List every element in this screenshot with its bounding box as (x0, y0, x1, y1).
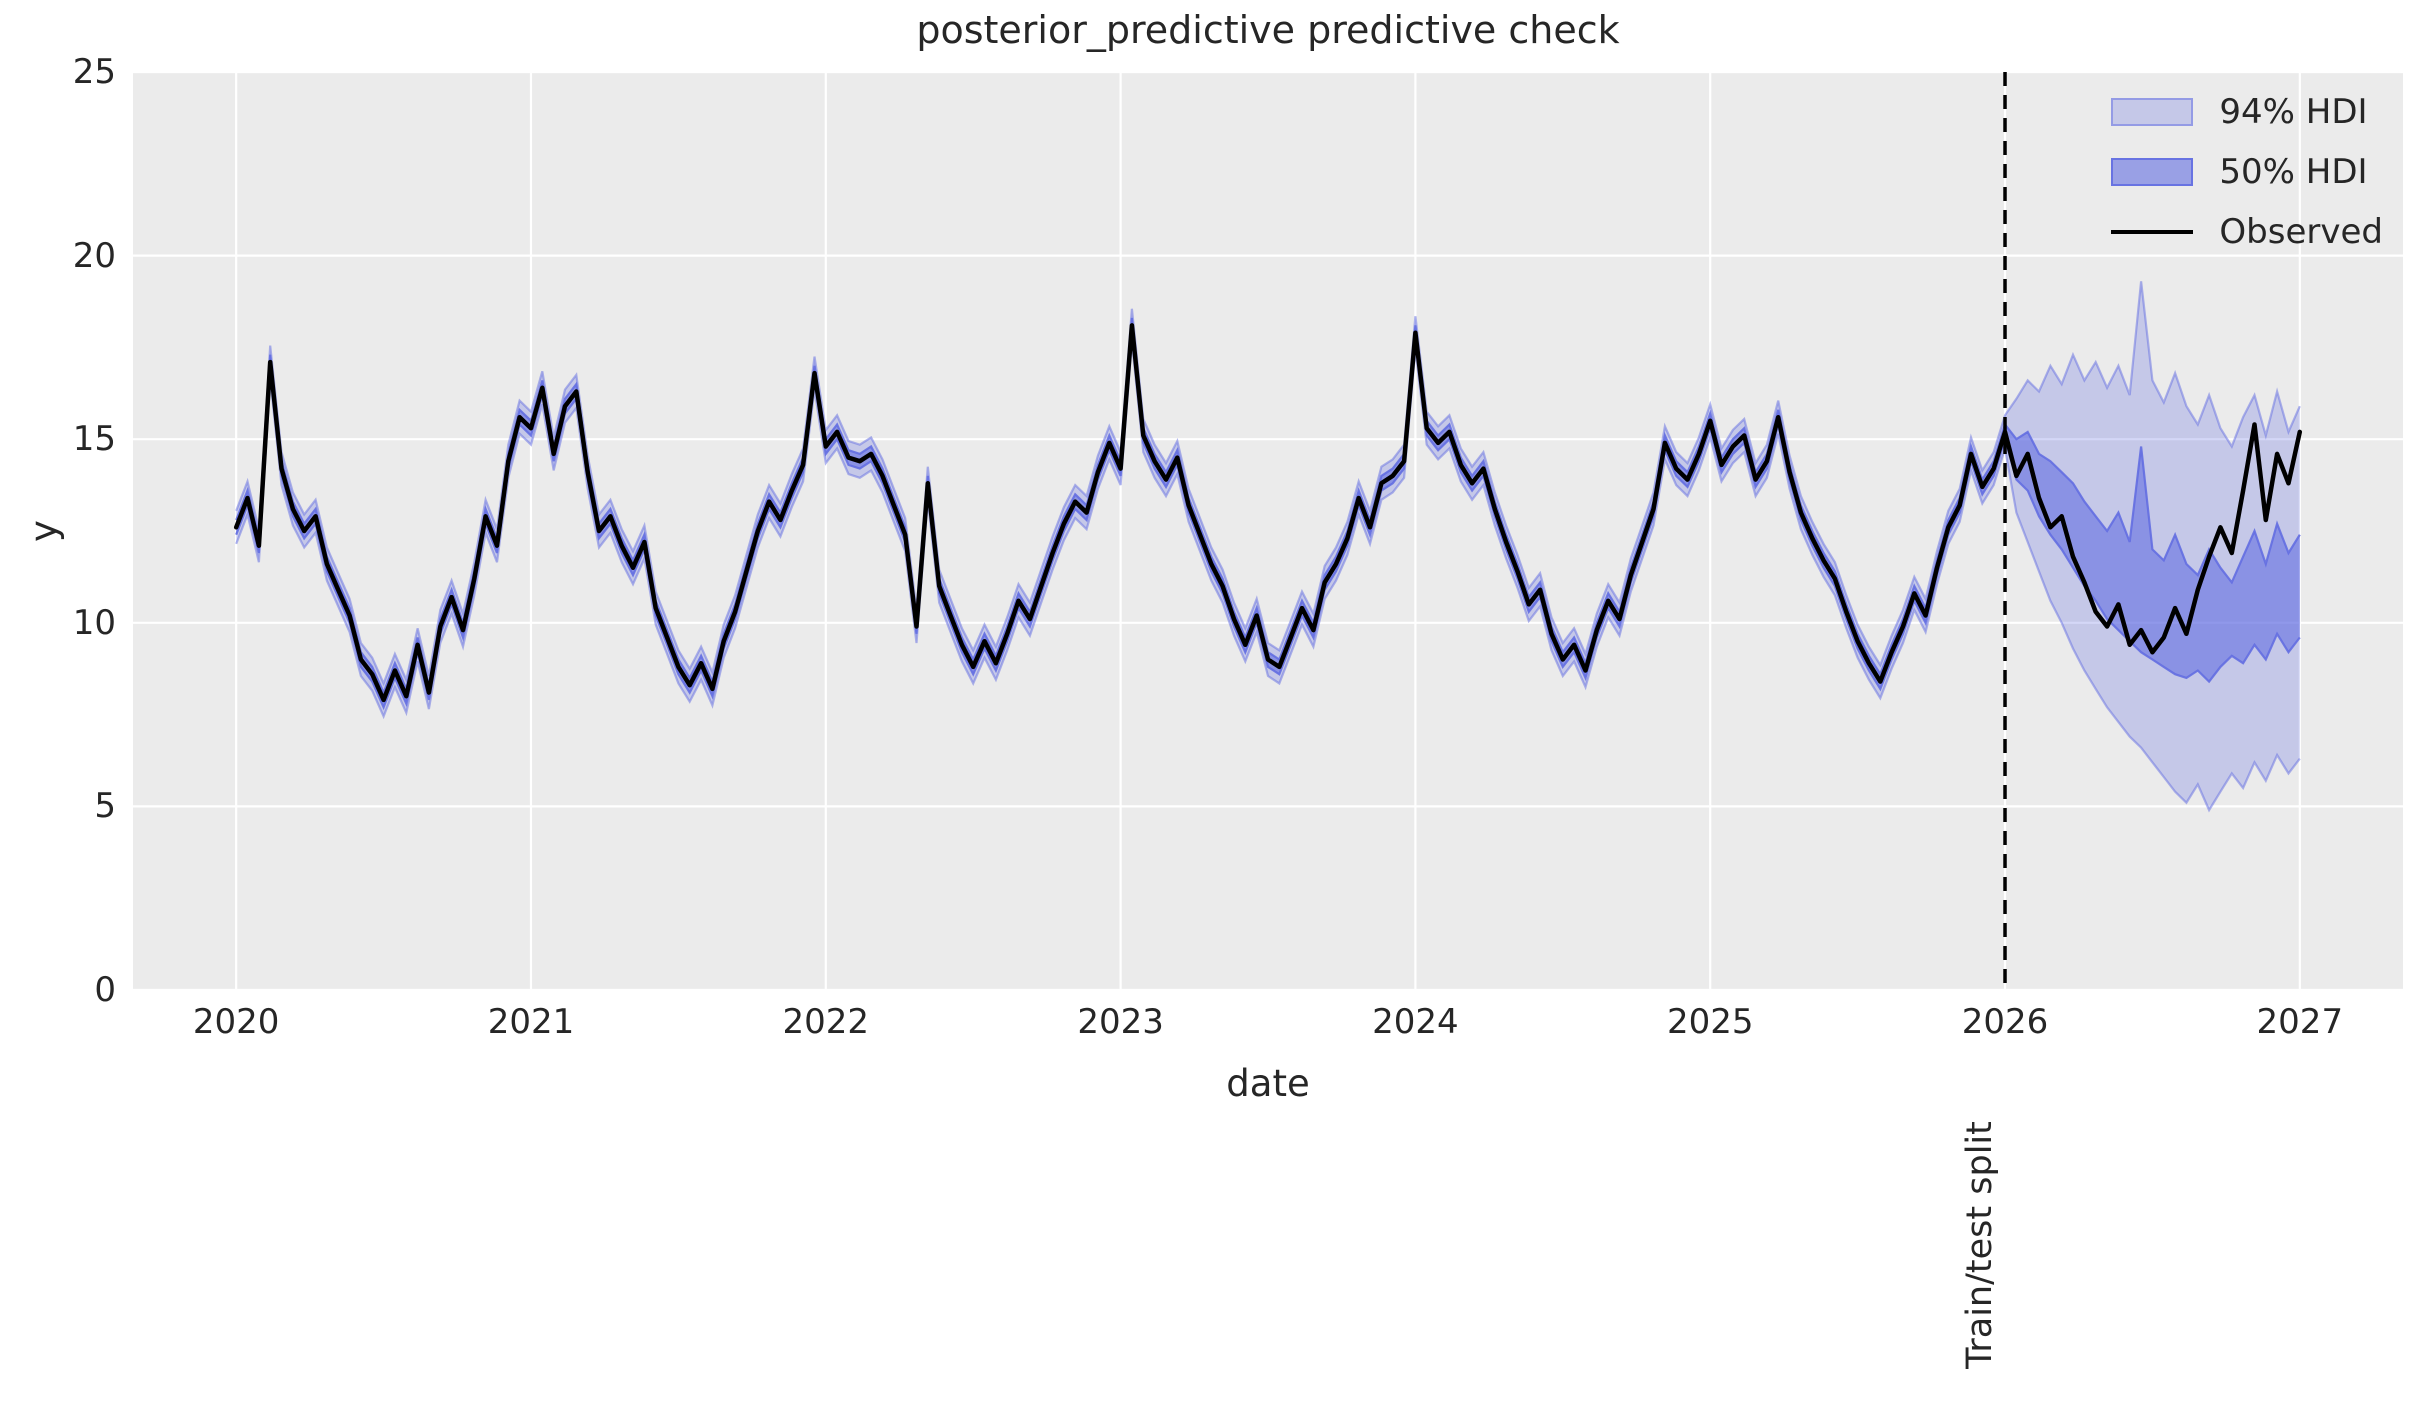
hdi94-swatch-icon (2111, 98, 2194, 126)
x-tick-label: 2025 (1666, 1002, 1754, 1042)
observed-line-swatch-icon (2111, 230, 2194, 234)
x-tick-label: 2023 (1077, 1002, 1164, 1042)
legend-label-94hdi: 94% HDI (2219, 92, 2368, 132)
observed-line (233, 323, 2303, 703)
plot-background (133, 72, 2403, 990)
x-axis-label: date (1226, 1062, 1310, 1105)
y-tick-label: 20 (72, 235, 116, 276)
y-axis-label: y (22, 520, 65, 542)
x-tick-label: 2026 (1961, 1002, 2049, 1042)
x-tick-label: 2027 (2256, 1002, 2344, 1042)
x-tick-label: 2022 (782, 1002, 870, 1042)
legend-item-50hdi: 50% HDI (2111, 152, 2383, 192)
y-tick-label: 0 (94, 970, 116, 1010)
x-tick-label: 2021 (487, 1002, 575, 1042)
hdi50-swatch-icon (2111, 158, 2194, 186)
legend-label-50hdi: 50% HDI (2219, 152, 2368, 192)
hdi50-band-upper-edge (235, 317, 2301, 696)
y-tick-label: 5 (94, 786, 116, 827)
legend-label-observed: Observed (2219, 212, 2383, 252)
x-tick-label: 2024 (1372, 1002, 1459, 1042)
legend-item-observed: Observed (2111, 212, 2383, 252)
hdi94-band-lower-edge (235, 341, 2301, 813)
legend: 94% HDI 50% HDI Observed (2111, 92, 2383, 252)
split-line-label: Train/test split (1960, 1121, 2000, 1369)
legend-item-94hdi: 94% HDI (2111, 92, 2383, 132)
hdi94-band (236, 281, 2300, 811)
y-tick-label: 10 (72, 602, 116, 643)
x-tick-label: 2020 (192, 1002, 280, 1042)
hdi94-band-upper-edge (235, 281, 2301, 687)
chart-title: posterior_predictive predictive check (916, 8, 1620, 52)
y-tick-label: 25 (72, 52, 116, 92)
y-tick-label: 15 (72, 419, 116, 460)
